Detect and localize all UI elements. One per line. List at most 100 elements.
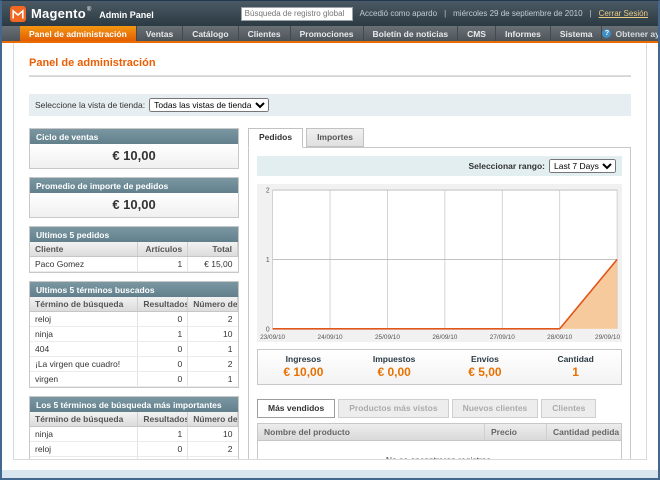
store-view-select[interactable]: Todas las vistas de tienda bbox=[149, 98, 270, 112]
column-header: Precio bbox=[485, 424, 547, 440]
global-search-input[interactable] bbox=[240, 6, 353, 21]
table-row[interactable]: reloj 0 2 bbox=[30, 441, 238, 457]
box-title: Ultimos 5 términos buscados bbox=[30, 282, 238, 297]
table-row[interactable]: reloj 0 2 bbox=[30, 311, 238, 327]
chart-panel: Seleccionar rango: Last 7 Days 0 1 2 23/09/… bbox=[248, 147, 631, 459]
nav-item[interactable]: Clientes bbox=[239, 26, 291, 41]
total-value: € 5,00 bbox=[468, 365, 502, 379]
column-header: Cantidad pedida bbox=[553, 427, 620, 437]
table-row[interactable]: ¡La virgen que cuadro!02 bbox=[30, 456, 238, 459]
table-row[interactable]: ninja 1 10 bbox=[30, 326, 238, 342]
content-area: Panel de administración Seleccione la vi… bbox=[13, 43, 647, 460]
nav-item[interactable]: Panel de administración bbox=[20, 26, 137, 41]
table-row[interactable]: virgen 0 1 bbox=[30, 371, 238, 387]
header-date: miércoles 29 de septiembre de 2010 bbox=[453, 9, 583, 18]
column-header: Término de búsqueda bbox=[30, 297, 139, 312]
total-label: Impuestos bbox=[372, 354, 416, 364]
total-value: € 10,00 bbox=[283, 365, 324, 379]
chart-tab[interactable]: Pedidos bbox=[248, 128, 304, 148]
brand-name: Magento® bbox=[31, 5, 92, 21]
svg-text:2: 2 bbox=[266, 187, 270, 194]
chart-tabs: Pedidos Importes bbox=[248, 128, 631, 148]
header-meta: Accedió como apardo | miércoles 29 de se… bbox=[240, 6, 648, 21]
svg-text:24/09/10: 24/09/10 bbox=[318, 334, 343, 341]
svg-text:1: 1 bbox=[266, 257, 270, 264]
table-row[interactable]: Paco Gomez 1 € 15,00 bbox=[30, 256, 238, 272]
column-header: Número de usos bbox=[187, 297, 238, 312]
lifetime-sales-box: Ciclo de ventas € 10,00 bbox=[29, 128, 239, 169]
magento-logo-icon bbox=[10, 5, 26, 22]
svg-text:28/09/10: 28/09/10 bbox=[547, 334, 572, 341]
column-header: Término de búsqueda bbox=[30, 412, 139, 427]
bestsellers-grid: Nombre del producto Precio Cantidad pedi… bbox=[257, 423, 622, 459]
average-orders-box: Promedio de importe de pedidos € 10,00 bbox=[29, 177, 239, 218]
report-tab[interactable]: Más vendidos bbox=[257, 399, 336, 418]
footer-strip bbox=[2, 470, 658, 478]
table-row[interactable]: ninja 1 10 bbox=[30, 426, 238, 442]
nav-item[interactable]: Boletín de noticias bbox=[364, 26, 459, 41]
total-value: 1 bbox=[572, 365, 579, 379]
box-title: Ciclo de ventas bbox=[30, 129, 238, 144]
store-view-bar: Seleccione la vista de tienda: Todas las… bbox=[29, 94, 631, 116]
report-tab[interactable]: Nuevos clientes bbox=[451, 399, 539, 418]
table-row[interactable]: 404 0 1 bbox=[30, 341, 238, 357]
column-header: Resultados bbox=[137, 297, 189, 312]
report-tab[interactable]: Clientes bbox=[541, 399, 597, 418]
logged-in-as: Accedió como apardo bbox=[359, 9, 438, 18]
nav-item[interactable]: CMS bbox=[458, 26, 496, 41]
dashboard-main: Pedidos Importes Seleccionar rango: Last… bbox=[248, 128, 631, 459]
dashboard-sidebar: Ciclo de ventas € 10,00 Promedio de impo… bbox=[29, 128, 239, 459]
total-label: Ingresos bbox=[285, 354, 322, 364]
last-search-terms-box: Ultimos 5 términos buscados Término de b… bbox=[29, 281, 239, 388]
empty-records-message: No se encontraron registros. bbox=[258, 441, 621, 459]
separator: | bbox=[444, 9, 447, 18]
svg-text:29/09/10: 29/09/10 bbox=[595, 334, 620, 341]
lifetime-sales-value: € 10,00 bbox=[30, 144, 238, 168]
column-header: Cliente bbox=[30, 242, 139, 257]
chart-tab[interactable]: Importes bbox=[306, 128, 364, 147]
svg-text:23/09/10: 23/09/10 bbox=[260, 334, 285, 341]
total-label: Cantidad bbox=[557, 354, 594, 364]
column-header: Resultados bbox=[137, 412, 189, 427]
help-label: Obtener ayuda para esta página bbox=[615, 28, 660, 39]
brand-subtitle: Admin Panel bbox=[99, 9, 154, 20]
main-menu: Panel de administración Ventas Catálogo … bbox=[2, 26, 658, 43]
svg-text:26/09/10: 26/09/10 bbox=[432, 334, 457, 341]
report-tab[interactable]: Productos más vistos bbox=[338, 399, 449, 418]
range-select[interactable]: Last 7 Days bbox=[549, 159, 616, 173]
box-title: Promedio de importe de pedidos bbox=[30, 178, 238, 193]
nav-item[interactable]: Ventas bbox=[137, 26, 184, 41]
column-header: Número de usos bbox=[187, 412, 238, 427]
box-title: Los 5 términos de búsqueda más important… bbox=[30, 397, 238, 412]
nav-item[interactable]: Informes bbox=[496, 26, 551, 41]
registered-mark: ® bbox=[86, 7, 92, 14]
total-stat: Ingresos € 10,00 bbox=[258, 354, 349, 379]
magento-logo: Magento® Admin Panel bbox=[10, 5, 154, 23]
range-bar: Seleccionar rango: Last 7 Days bbox=[257, 156, 622, 176]
total-stat: Impuestos € 0,00 bbox=[349, 354, 440, 379]
totals-bar: Ingresos € 10,00 Impuestos € 0,00 Envíos bbox=[257, 349, 622, 385]
logout-link[interactable]: Cerrar Sesión bbox=[598, 9, 648, 18]
nav-item[interactable]: Sistema bbox=[551, 26, 603, 41]
page-title: Panel de administración bbox=[29, 57, 156, 69]
title-divider bbox=[29, 75, 631, 77]
column-header: Total bbox=[187, 242, 238, 257]
column-header: Nombre del producto bbox=[258, 424, 485, 440]
separator: | bbox=[589, 9, 592, 18]
store-view-label: Seleccione la vista de tienda: bbox=[35, 100, 146, 110]
average-orders-value: € 10,00 bbox=[30, 193, 238, 217]
total-stat: Envíos € 5,00 bbox=[440, 354, 531, 379]
nav-item[interactable]: Promociones bbox=[291, 26, 364, 41]
svg-text:0: 0 bbox=[266, 326, 270, 333]
column-header: Artículos bbox=[137, 242, 189, 257]
top-search-terms-box: Los 5 términos de búsqueda más important… bbox=[29, 396, 239, 459]
total-value: € 0,00 bbox=[377, 365, 411, 379]
report-tabs: Más vendidos Productos más vistos Nuevos… bbox=[257, 399, 622, 418]
help-link[interactable]: ? Obtener ayuda para esta página bbox=[602, 26, 660, 41]
nav-item[interactable]: Catálogo bbox=[183, 26, 239, 41]
orders-chart-svg: 0 1 2 23/09/10 24/09/10 25/09/10 26/09/10 27/09… bbox=[257, 184, 622, 342]
range-label: Seleccionar rango: bbox=[468, 161, 545, 171]
